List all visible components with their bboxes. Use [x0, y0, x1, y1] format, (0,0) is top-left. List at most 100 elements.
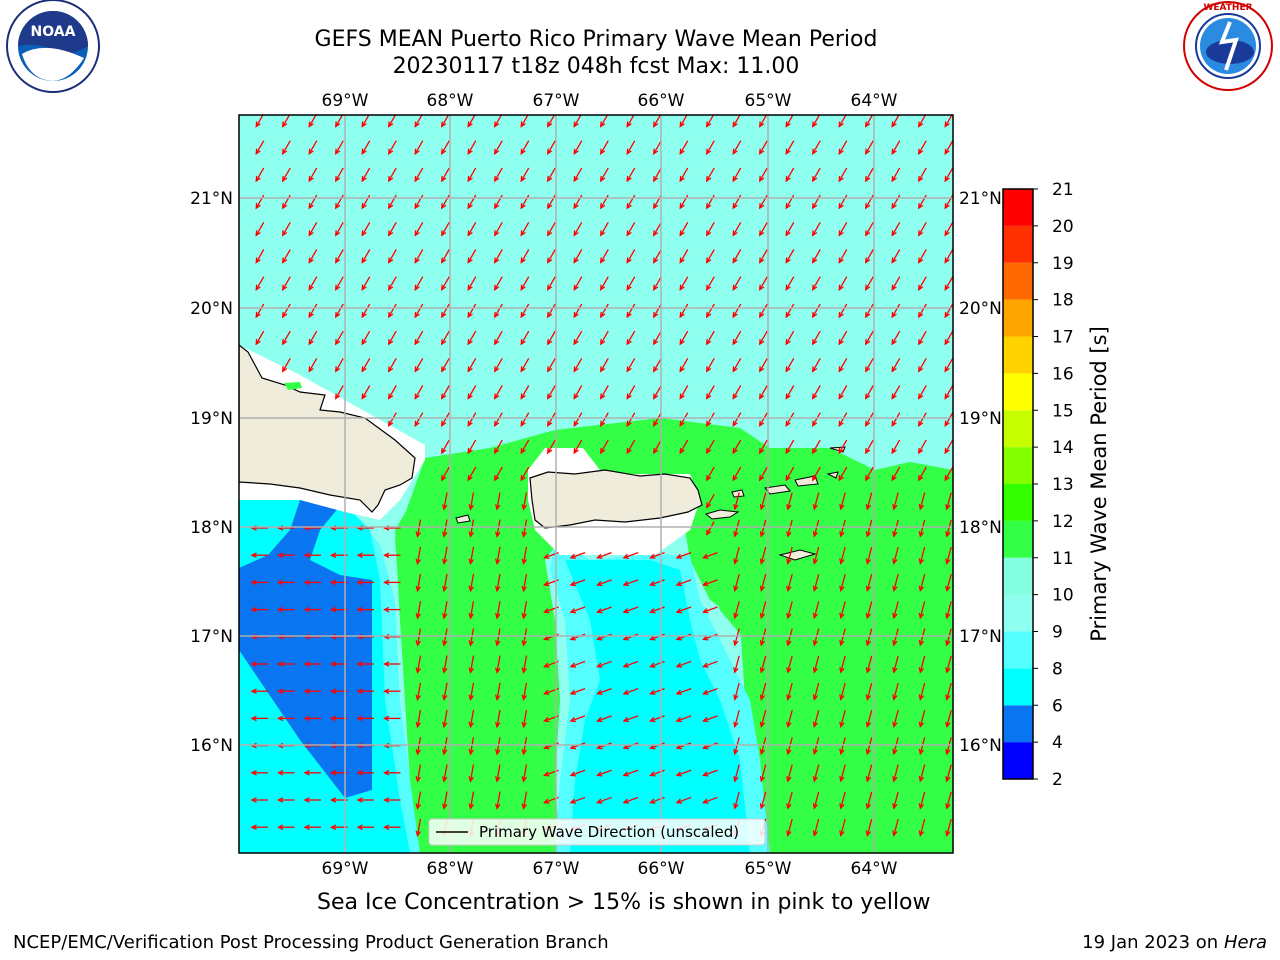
wave-direction-arrowhead: [569, 771, 576, 777]
wave-direction-arrow: [919, 655, 926, 673]
wave-direction-arrow: [787, 601, 793, 618]
wave-direction-arrow: [650, 660, 665, 668]
wave-direction-arrowhead: [414, 148, 420, 155]
wave-direction-arrow: [469, 655, 475, 673]
wave-direction-arrowhead: [838, 121, 844, 128]
wave-direction-arrow: [388, 276, 397, 291]
wave-direction-arrow: [838, 140, 848, 155]
wave-direction-arrow: [760, 601, 767, 618]
wave-direction-arrowhead: [839, 748, 845, 756]
wave-direction-arrow: [812, 412, 821, 427]
wave-direction-arrow: [891, 140, 901, 155]
wave-direction-arrowhead: [759, 284, 765, 291]
wave-direction-arrowhead: [441, 148, 447, 155]
wave-direction-arrowhead: [732, 257, 738, 264]
wave-direction-arrowhead: [675, 662, 682, 668]
wave-direction-arrow: [494, 330, 503, 345]
wave-direction-arrow: [865, 303, 874, 318]
wave-direction-arrow: [388, 167, 397, 182]
wave-direction-arrowhead: [653, 175, 659, 183]
wave-direction-arrow: [787, 710, 793, 727]
colorbar-segment: [1003, 189, 1033, 226]
vieques-island: [704, 509, 740, 520]
wave-direction-arrow: [866, 601, 873, 618]
wave-direction-arrow: [812, 439, 821, 454]
wave-direction-arrow: [467, 466, 477, 481]
wave-direction-arrow: [813, 574, 820, 591]
wave-direction-arrow: [865, 385, 874, 399]
wave-direction-arrow: [840, 492, 846, 510]
wave-direction-arrowhead: [839, 694, 845, 701]
wave-direction-arrow: [388, 140, 397, 155]
wave-direction-arrowhead: [468, 531, 474, 538]
colorbar-tick-label: 8: [1052, 659, 1063, 679]
wave-direction-arrow: [623, 715, 639, 722]
wave-direction-arrowhead: [303, 661, 310, 667]
wave-direction-arrowhead: [255, 257, 261, 264]
wave-direction-arrow: [679, 330, 689, 345]
wave-direction-arrow: [812, 249, 821, 263]
wave-direction-arrow: [522, 682, 528, 700]
wave-direction-arrow: [787, 628, 793, 646]
colorbar-segment: [1003, 410, 1033, 448]
wave-direction-arrow: [282, 140, 291, 155]
wave-direction-arrowhead: [495, 667, 501, 674]
wave-direction-arrowhead: [786, 775, 792, 783]
wave-direction-arrow: [414, 140, 424, 155]
wave-direction-arrow: [734, 764, 740, 782]
wave-direction-arrowhead: [812, 667, 819, 674]
wave-direction-arrowhead: [415, 585, 421, 593]
wave-direction-arrowhead: [600, 203, 606, 210]
wave-direction-arrowhead: [649, 689, 656, 695]
wave-direction-arrow: [653, 357, 662, 372]
wave-direction-arrowhead: [335, 203, 341, 210]
wave-direction-arrow: [388, 303, 397, 318]
wave-direction-arrowhead: [467, 284, 473, 291]
colorbar-tick-label: 13: [1052, 475, 1074, 495]
wave-direction-arrow: [626, 330, 636, 345]
wave-direction-arrow: [416, 573, 422, 591]
wave-direction-arrow: [547, 439, 556, 454]
wave-direction-arrowhead: [250, 688, 257, 694]
wave-direction-arrowhead: [255, 284, 261, 291]
wave-direction-arrowhead: [414, 230, 420, 237]
wave-direction-arrow: [522, 519, 528, 537]
wave-direction-arrow: [813, 601, 820, 618]
nws-logo: WEATHER: [1183, 1, 1273, 91]
wave-direction-arrowhead: [600, 230, 606, 237]
wave-direction-arrowhead: [330, 661, 337, 667]
wave-direction-arrow: [600, 357, 609, 372]
wave-direction-arrow: [865, 412, 874, 427]
wave-direction-arrowhead: [255, 148, 261, 155]
wave-direction-arrow: [600, 221, 609, 236]
wave-direction-arrowhead: [494, 366, 500, 373]
wave-direction-arrowhead: [521, 667, 527, 674]
wave-direction-arrowhead: [759, 121, 765, 128]
wave-direction-arrowhead: [415, 640, 421, 647]
wave-direction-arrow: [679, 221, 689, 236]
wave-direction-arrowhead: [495, 531, 501, 538]
lat-label-right: 17°N: [959, 627, 1002, 647]
wave-direction-arrow: [388, 221, 397, 236]
wave-direction-arrowhead: [786, 639, 792, 647]
wave-direction-arrowhead: [892, 639, 898, 647]
wave-direction-arrowhead: [573, 230, 579, 237]
wave-direction-arrowhead: [569, 635, 576, 641]
wave-direction-arrowhead: [277, 824, 284, 830]
wave-direction-arrowhead: [600, 366, 606, 373]
colorbar-tick-label: 4: [1052, 733, 1063, 753]
wave-direction-arrowhead: [944, 339, 950, 346]
wave-direction-arrowhead: [733, 667, 739, 674]
wave-direction-arrow: [838, 303, 848, 318]
wave-direction-arrowhead: [945, 830, 951, 837]
culebra-island: [731, 489, 745, 498]
wave-direction-arrow: [361, 276, 371, 291]
wave-direction-arrow: [469, 764, 475, 782]
wave-direction-arrow: [838, 385, 848, 399]
wave-direction-arrow: [918, 439, 927, 454]
wave-direction-arrowhead: [361, 311, 367, 319]
wave-direction-arrow: [840, 818, 846, 836]
wave-direction-arrowhead: [308, 311, 314, 319]
wave-direction-arrow: [494, 249, 503, 263]
